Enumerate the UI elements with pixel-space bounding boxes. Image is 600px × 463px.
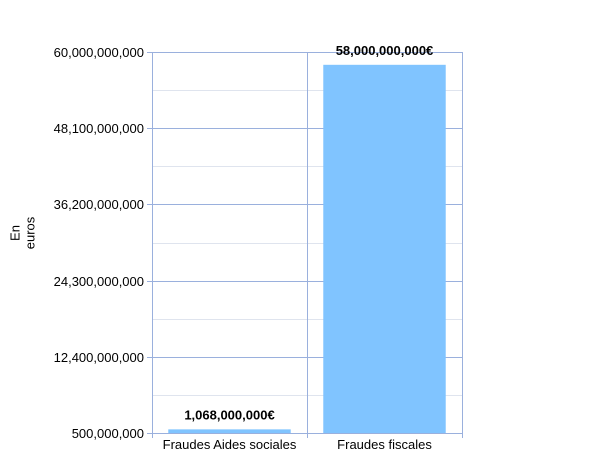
x-category-label: Fraudes fiscales: [337, 437, 432, 452]
bar-value-label: 58,000,000,000€: [336, 43, 434, 58]
y-tick-label: 500,000,000: [72, 426, 144, 441]
y-tick-label: 24,300,000,000: [54, 274, 144, 289]
axes: [152, 52, 463, 438]
bars: [168, 64, 446, 433]
y-tick-label: 36,200,000,000: [54, 197, 144, 212]
bar-value-label: 1,068,000,000€: [184, 407, 274, 422]
data-labels: 1,068,000,000€ 58,000,000,000€: [184, 43, 433, 423]
y-tick-label: 12,400,000,000: [54, 350, 144, 365]
y-axis-title-line-1: En: [8, 225, 23, 241]
y-tick-labels: 500,000,000 12,400,000,000 24,300,000,000 3…: [54, 45, 144, 441]
y-axis-title-line-2: euros: [23, 216, 38, 249]
y-tick-label: 60,000,000,000: [54, 45, 144, 60]
y-tick-label: 48,100,000,000: [54, 121, 144, 136]
x-category-label: Fraudes Aides sociales: [163, 437, 297, 452]
bar: [168, 429, 291, 433]
x-tick-labels: Fraudes Aides sociales Fraudes fiscales: [163, 437, 433, 452]
bar: [323, 64, 446, 433]
